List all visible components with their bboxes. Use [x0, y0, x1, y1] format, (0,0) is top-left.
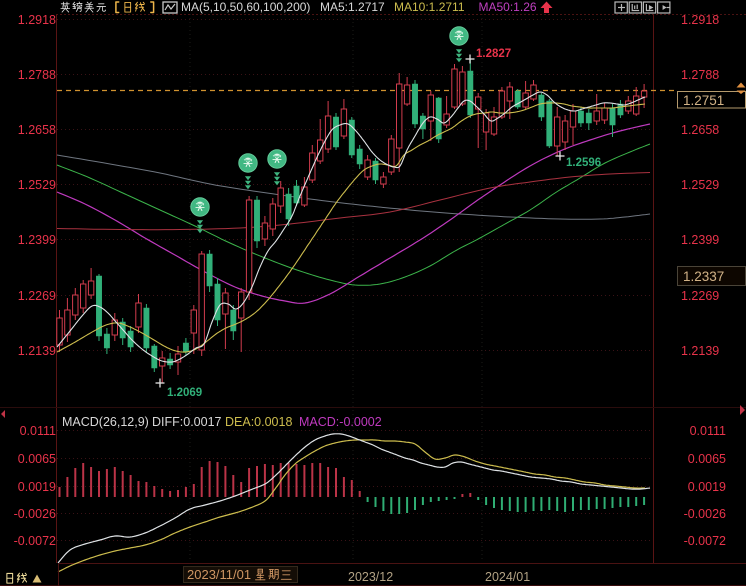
svg-text:2023/11/01: 2023/11/01 [187, 567, 251, 582]
svg-text:1.2337: 1.2337 [683, 269, 724, 284]
svg-text:0.0019: 0.0019 [18, 480, 56, 494]
svg-text:1.2069: 1.2069 [167, 387, 202, 399]
svg-text:-0.0072: -0.0072 [14, 534, 56, 548]
svg-text:0.0065: 0.0065 [18, 452, 56, 466]
svg-text:MACD(26,12,9): MACD(26,12,9) [62, 415, 149, 429]
svg-text:1.2788: 1.2788 [18, 68, 56, 82]
svg-text:1.2827: 1.2827 [476, 48, 511, 60]
svg-text:1.2139: 1.2139 [681, 344, 719, 358]
svg-text:1.2658: 1.2658 [681, 123, 719, 137]
svg-text:MA50:1.26: MA50:1.26 [479, 0, 537, 14]
svg-text:1.2658: 1.2658 [18, 123, 56, 137]
svg-text:0.0065: 0.0065 [688, 452, 726, 466]
svg-text:1.2918: 1.2918 [681, 13, 719, 27]
svg-text:1.2596: 1.2596 [566, 157, 601, 169]
svg-text:DIFF:0.0017: DIFF:0.0017 [152, 415, 222, 429]
svg-text:1.2529: 1.2529 [681, 178, 719, 192]
svg-text:2023/12: 2023/12 [348, 570, 393, 584]
svg-text:1.2139: 1.2139 [18, 344, 56, 358]
svg-text:0.0111: 0.0111 [690, 424, 726, 438]
svg-text:1.2529: 1.2529 [18, 178, 56, 192]
svg-text:DEA:0.0018: DEA:0.0018 [225, 415, 292, 429]
svg-text:MA10:1.2711: MA10:1.2711 [394, 0, 465, 14]
svg-text:1.2399: 1.2399 [681, 233, 719, 247]
svg-text:-0.0026: -0.0026 [684, 507, 726, 521]
svg-text:1.2788: 1.2788 [681, 68, 719, 82]
svg-text:0.0019: 0.0019 [688, 480, 726, 494]
svg-text:-0.0072: -0.0072 [684, 534, 726, 548]
svg-text:MA5:1.2717: MA5:1.2717 [320, 0, 385, 14]
svg-text:1.2399: 1.2399 [18, 233, 56, 247]
svg-text:0.0111: 0.0111 [20, 424, 56, 438]
svg-text:1.2269: 1.2269 [18, 289, 56, 303]
svg-text:1.2751: 1.2751 [683, 93, 724, 108]
svg-text:1.2918: 1.2918 [18, 13, 56, 27]
svg-text:MA(5,10,50,60,100,200): MA(5,10,50,60,100,200) [181, 0, 310, 14]
svg-text:2024/01: 2024/01 [485, 570, 530, 584]
svg-text:-0.0026: -0.0026 [14, 507, 56, 521]
svg-text:MACD:-0.0002: MACD:-0.0002 [299, 415, 382, 429]
svg-text:1.2269: 1.2269 [681, 289, 719, 303]
